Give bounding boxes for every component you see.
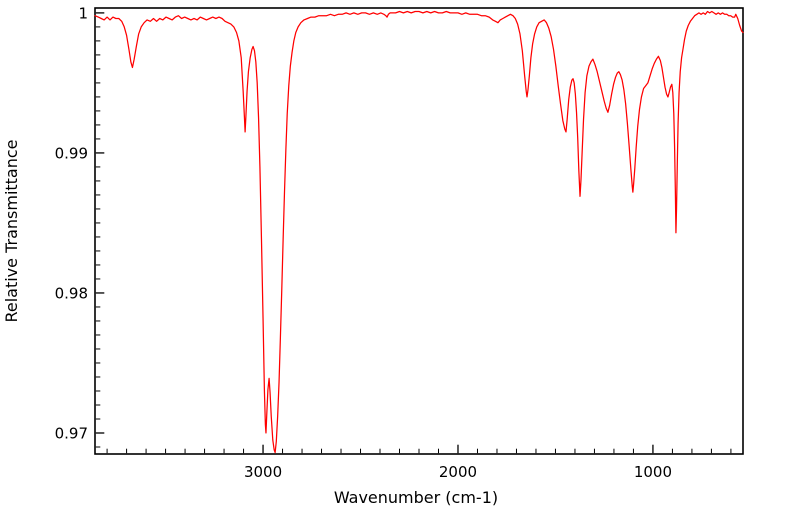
x-tick-label: 1000 [634,463,672,481]
y-tick-label: 0.97 [55,424,88,442]
y-axis-label: Relative Transmittance [2,139,21,322]
tick-labels-group: 3000 2000 1000 1 0.99 0.98 0.97 [55,4,672,481]
x-tick-label: 2000 [439,463,477,481]
y-tick-label: 0.99 [55,144,88,162]
y-tick-label: 1 [78,4,88,22]
plot-frame [94,7,744,455]
axis-ticks-group [95,12,732,454]
spectrum-curve-group [94,10,744,454]
x-tick-label: 3000 [244,463,282,481]
x-axis-label: Wavenumber (cm-1) [334,488,498,507]
spectrum-line [94,10,744,454]
y-tick-label: 0.98 [55,284,88,302]
plot-frame-group [94,7,744,455]
